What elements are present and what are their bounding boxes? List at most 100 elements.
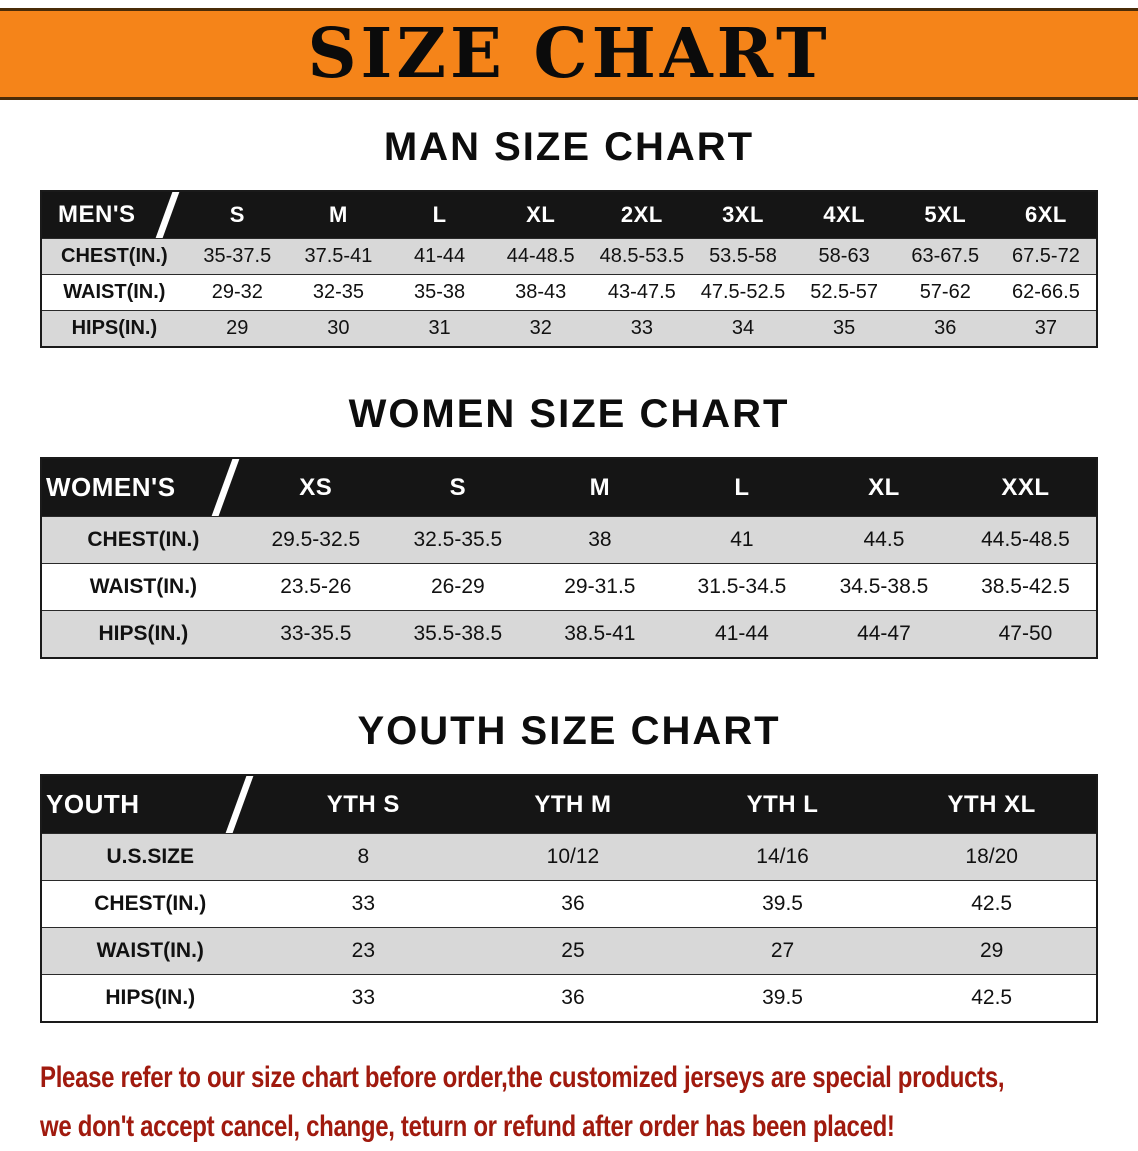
size-value-cell: 42.5 [887, 974, 1097, 1022]
size-value-cell: 33 [258, 880, 469, 928]
size-column-header: L [670, 458, 813, 517]
size-value-cell: 44.5-48.5 [954, 516, 1097, 564]
size-value-cell: 36 [468, 974, 678, 1022]
size-value-cell: 44-48.5 [490, 238, 592, 275]
size-column-header: YTH L [677, 775, 888, 834]
size-value-cell: 44-47 [812, 610, 955, 658]
men-corner-label: MEN'S [41, 191, 187, 239]
size-column-header: L [389, 191, 491, 239]
size-value-cell: 29 [887, 927, 1097, 975]
measurement-row-label: WAIST(IN.) [41, 927, 259, 975]
size-value-cell: 39.5 [677, 880, 888, 928]
size-value-cell: 34.5-38.5 [812, 563, 955, 611]
size-table-header-row: YOUTH YTH S YTH M YTH L YTH XL [41, 775, 1097, 834]
size-value-cell: 38 [528, 516, 671, 564]
size-column-header: XL [490, 191, 592, 239]
size-value-cell: 34 [692, 310, 794, 347]
size-value-cell: 27 [677, 927, 888, 975]
size-value-cell: 43-47.5 [591, 274, 693, 311]
size-value-cell: 32 [490, 310, 592, 347]
size-table-row: CHEST(IN.) 33 36 39.5 42.5 [41, 880, 1097, 928]
size-column-header: XL [812, 458, 955, 517]
measurement-row-label: CHEST(IN.) [41, 880, 259, 928]
men-section-heading: MAN SIZE CHART [383, 125, 755, 169]
size-column-header: M [287, 191, 389, 239]
size-value-cell: 58-63 [793, 238, 895, 275]
size-column-header: YTH XL [887, 775, 1097, 834]
size-value-cell: 37 [995, 310, 1097, 347]
size-value-cell: 33 [258, 974, 469, 1022]
size-value-cell: 67.5-72 [995, 238, 1097, 275]
men-size-table: MEN'S S M L XL 2XL 3XL 4XL 5XL 6XL CHEST(IN.) 35-37… [40, 190, 1098, 348]
men-section: MAN SIZE CHART MEN'S S M L XL 2XL 3XL 4XL 5XL 6XL… [0, 125, 1138, 348]
size-value-cell: 37.5-41 [287, 238, 389, 275]
size-column-header: 3XL [692, 191, 794, 239]
measurement-row-label: HIPS(IN.) [41, 974, 259, 1022]
size-value-cell: 52.5-57 [793, 274, 895, 311]
size-value-cell: 47.5-52.5 [692, 274, 794, 311]
size-column-header: 5XL [894, 191, 996, 239]
size-value-cell: 62-66.5 [995, 274, 1097, 311]
size-column-header: XXL [954, 458, 1097, 517]
size-value-cell: 38.5-42.5 [954, 563, 1097, 611]
size-value-cell: 25 [468, 927, 678, 975]
measurement-row-label: WAIST(IN.) [41, 563, 245, 611]
size-value-cell: 44.5 [812, 516, 955, 564]
size-value-cell: 63-67.5 [894, 238, 996, 275]
youth-corner-label: YOUTH [41, 775, 259, 834]
size-table-header-row: WOMEN'S XS S M L XL XXL [41, 458, 1097, 517]
size-table-row: WAIST(IN.) 23.5-26 26-29 29-31.5 31.5-34.5 34… [41, 563, 1097, 611]
size-table-row: U.S.SIZE 8 10/12 14/16 18/20 [41, 833, 1097, 881]
size-value-cell: 41-44 [670, 610, 813, 658]
size-value-cell: 29-31.5 [528, 563, 671, 611]
size-value-cell: 41-44 [389, 238, 491, 275]
size-table-row: HIPS(IN.) 33 36 39.5 42.5 [41, 974, 1097, 1022]
size-value-cell: 36 [468, 880, 678, 928]
measurement-row-label: CHEST(IN.) [41, 238, 187, 275]
youth-section-heading: YOUTH SIZE CHART [357, 709, 781, 753]
size-value-cell: 10/12 [468, 833, 678, 881]
size-table-row: HIPS(IN.) 29 30 31 32 33 34 35 36 37 [41, 310, 1097, 347]
size-column-header: XS [244, 458, 387, 517]
size-table-row: WAIST(IN.) 29-32 32-35 35-38 38-43 43-47.5 47.… [41, 274, 1097, 311]
size-value-cell: 53.5-58 [692, 238, 794, 275]
size-value-cell: 35 [793, 310, 895, 347]
size-value-cell: 38-43 [490, 274, 592, 311]
size-column-header: YTH M [468, 775, 678, 834]
women-corner-label: WOMEN'S [41, 458, 245, 517]
size-value-cell: 31 [389, 310, 491, 347]
size-column-header: 4XL [793, 191, 895, 239]
size-value-cell: 26-29 [386, 563, 529, 611]
measurement-row-label: HIPS(IN.) [41, 610, 245, 658]
disclaimer: Please refer to our size chart before or… [40, 1053, 1098, 1151]
size-value-cell: 48.5-53.5 [591, 238, 693, 275]
women-size-table: WOMEN'S XS S M L XL XXL CHEST(IN.) 29.5-32.5 32.5… [40, 457, 1098, 659]
size-value-cell: 18/20 [887, 833, 1097, 881]
size-table-row: WAIST(IN.) 23 25 27 29 [41, 927, 1097, 975]
size-table-row: HIPS(IN.) 33-35.5 35.5-38.5 38.5-41 41-44 44-… [41, 610, 1097, 658]
size-table-row: CHEST(IN.) 35-37.5 37.5-41 41-44 44-48.5 48.5… [41, 238, 1097, 275]
size-value-cell: 41 [670, 516, 813, 564]
size-value-cell: 39.5 [677, 974, 888, 1022]
size-column-header: S [186, 191, 288, 239]
size-column-header: M [528, 458, 671, 517]
title-banner: SIZE CHART [0, 8, 1138, 100]
size-value-cell: 33-35.5 [244, 610, 387, 658]
size-column-header: S [386, 458, 529, 517]
size-table-row: CHEST(IN.) 29.5-32.5 32.5-35.5 38 41 44.5 44.5… [41, 516, 1097, 564]
women-section: WOMEN SIZE CHART WOMEN'S XS S M L XL XXL CHEST(… [0, 392, 1138, 659]
size-value-cell: 8 [258, 833, 469, 881]
measurement-row-label: HIPS(IN.) [41, 310, 187, 347]
size-value-cell: 38.5-41 [528, 610, 671, 658]
size-value-cell: 32-35 [287, 274, 389, 311]
youth-section: YOUTH SIZE CHART YOUTH YTH S YTH M YTH L YTH… [0, 709, 1138, 1023]
size-column-header: 6XL [995, 191, 1097, 239]
size-value-cell: 36 [894, 310, 996, 347]
measurement-row-label: U.S.SIZE [41, 833, 259, 881]
size-column-header: 2XL [591, 191, 693, 239]
size-value-cell: 57-62 [894, 274, 996, 311]
disclaimer-line-2: we don't accept cancel, change, teturn o… [40, 1110, 895, 1143]
size-value-cell: 47-50 [954, 610, 1097, 658]
size-column-header: YTH S [258, 775, 469, 834]
size-chart-page: SIZE CHART MAN SIZE CHART MEN'S S M L XL 2XL 3… [0, 8, 1138, 1151]
